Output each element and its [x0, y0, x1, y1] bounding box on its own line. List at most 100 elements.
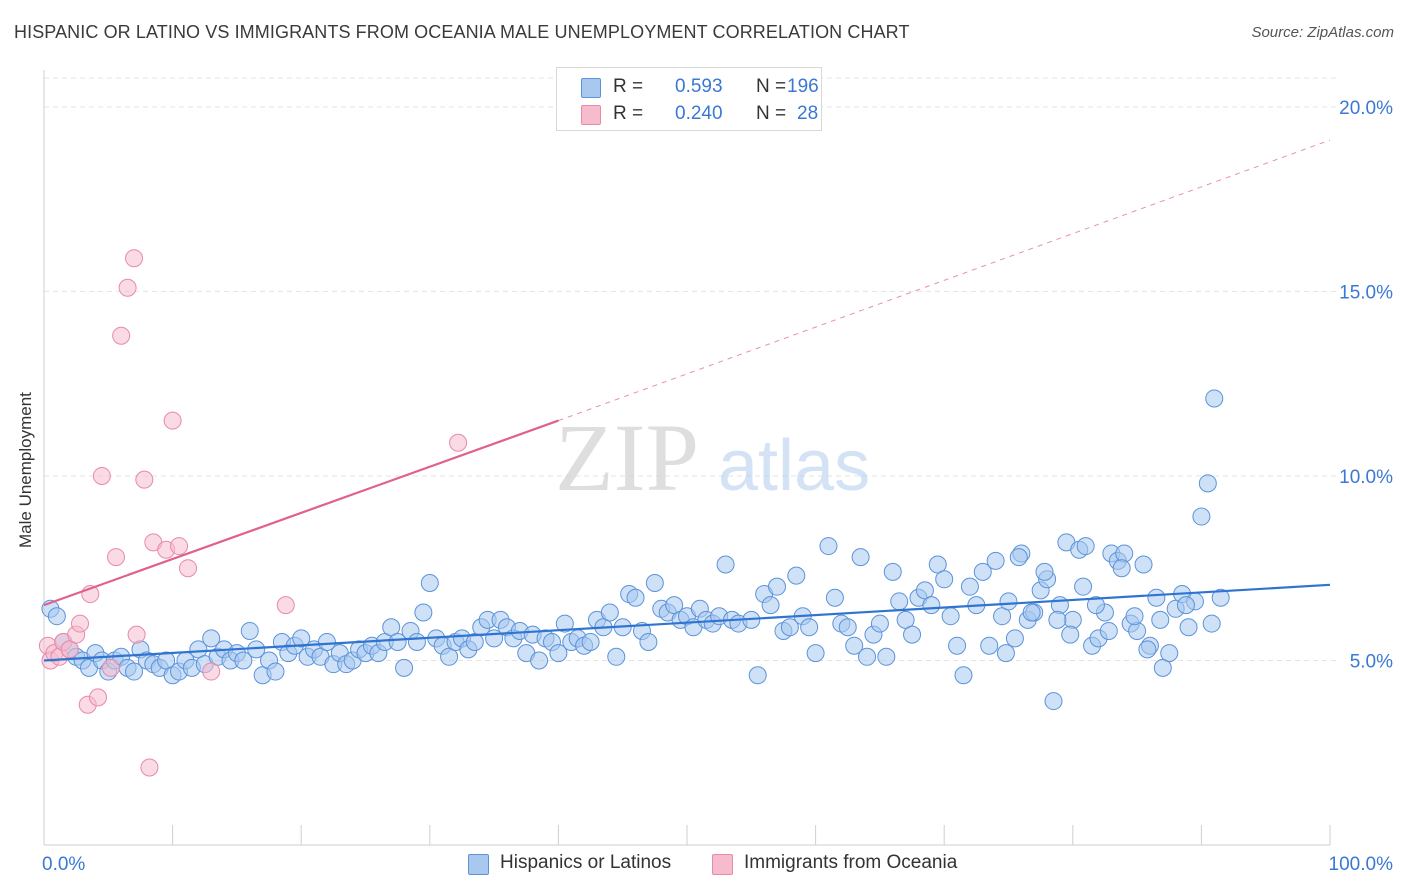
data-point [1198, 474, 1217, 493]
data-point [163, 411, 182, 430]
bottom-legend-swatch-blue [468, 854, 489, 875]
data-point [234, 651, 253, 670]
data-point [118, 278, 137, 297]
data-point [761, 596, 780, 615]
data-point [1044, 692, 1063, 711]
data-point [1205, 389, 1224, 408]
trendline-oceania-extension [558, 139, 1331, 422]
data-point [127, 625, 146, 644]
data-point [1128, 621, 1147, 640]
data-point [388, 633, 407, 652]
data-point [960, 577, 979, 596]
data-point [954, 666, 973, 685]
data-point [1192, 507, 1211, 526]
data-point [980, 636, 999, 655]
data-point [1061, 625, 1080, 644]
y-tick-label: 20.0% [1339, 98, 1393, 119]
legend-r-label: R = [613, 103, 644, 124]
x-tick-label: 100.0% [1329, 854, 1394, 875]
data-point [1176, 596, 1195, 615]
data-point [1211, 588, 1230, 607]
data-point [845, 636, 864, 655]
trendlines [43, 139, 1331, 662]
data-point [1086, 596, 1105, 615]
data-point [1151, 610, 1170, 629]
data-point [140, 758, 159, 777]
source-credit: Source: ZipAtlas.com [1251, 24, 1394, 41]
data-point [407, 633, 426, 652]
data-point [549, 644, 568, 663]
data-point [1112, 559, 1131, 578]
data-point [870, 614, 889, 633]
data-point [838, 618, 857, 637]
y-tick-label: 10.0% [1339, 467, 1393, 488]
data-point [825, 588, 844, 607]
trendline-oceania [43, 419, 559, 607]
data-point [787, 566, 806, 585]
data-point [555, 614, 574, 633]
data-point [800, 618, 819, 637]
data-point [1048, 610, 1067, 629]
data-point [1076, 537, 1095, 556]
data-point [449, 433, 468, 452]
data-point [276, 596, 295, 615]
data-point [317, 633, 336, 652]
data-point [202, 629, 221, 648]
data-point [125, 662, 144, 681]
data-point [202, 662, 221, 681]
legend-r-value: 0.240 [675, 103, 723, 124]
data-point [107, 548, 126, 567]
data-point [125, 249, 144, 268]
data-point [922, 596, 941, 615]
data-point [1138, 640, 1157, 659]
data-point [890, 592, 909, 611]
legend-n-value: 196 [787, 76, 819, 97]
data-point [395, 658, 414, 677]
data-point [112, 326, 131, 345]
legend-swatch-blue [581, 78, 601, 98]
data-point [1005, 629, 1024, 648]
legend-n-label: N = [756, 76, 787, 97]
data-point [135, 470, 154, 489]
data-point [716, 555, 735, 574]
data-point [266, 662, 285, 681]
data-point [941, 607, 960, 626]
bottom-legend-label: Hispanics or Latinos [500, 852, 672, 873]
y-tick-label: 15.0% [1339, 282, 1393, 303]
data-point [1063, 610, 1082, 629]
data-point [600, 603, 619, 622]
data-point [780, 618, 799, 637]
data-point [1115, 544, 1134, 563]
data-point [607, 647, 626, 666]
data-point [986, 551, 1005, 570]
watermark-zip: ZIP [555, 404, 699, 511]
data-point [996, 644, 1015, 663]
x-tick-label: 0.0% [42, 854, 85, 875]
data-point [935, 570, 954, 589]
data-point [1160, 644, 1179, 663]
data-point [170, 537, 189, 556]
data-point [1147, 588, 1166, 607]
data-point [240, 621, 259, 640]
data-point [626, 588, 645, 607]
correlation-legend: R = 0.593 N = 196 R = 0.240 N = 28 [556, 67, 822, 131]
data-point [948, 636, 967, 655]
data-point [414, 603, 433, 622]
bottom-legend-label: Immigrants from Oceania [744, 852, 958, 873]
data-point [903, 625, 922, 644]
data-point [1134, 555, 1153, 574]
chart-title: HISPANIC OR LATINO VS IMMIGRANTS FROM OC… [14, 22, 910, 42]
tick-labels: 5.0% 10.0% 15.0% 20.0% 0.0% 100.0% [42, 98, 1393, 875]
data-point [851, 548, 870, 567]
data-point [883, 562, 902, 581]
data-point [748, 666, 767, 685]
data-point [639, 633, 658, 652]
data-point [877, 647, 896, 666]
data-point [1125, 607, 1144, 626]
y-axis-label: Male Unemployment [16, 392, 35, 548]
data-point [47, 607, 66, 626]
y-tick-label: 5.0% [1350, 651, 1393, 672]
data-point [1074, 577, 1093, 596]
legend-r-value: 0.593 [675, 76, 723, 97]
